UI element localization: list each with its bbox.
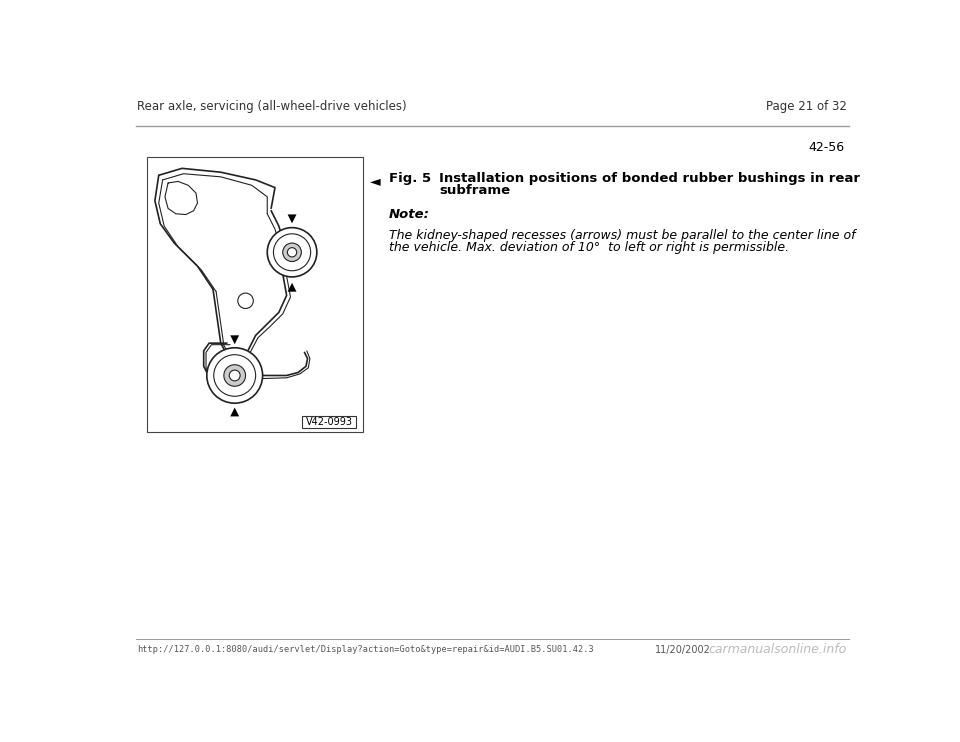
Circle shape xyxy=(229,370,240,381)
FancyBboxPatch shape xyxy=(302,416,356,428)
Circle shape xyxy=(287,248,297,257)
Circle shape xyxy=(238,293,253,309)
Text: carmanualsonline.info: carmanualsonline.info xyxy=(708,643,847,657)
Circle shape xyxy=(206,348,263,403)
Text: Installation positions of bonded rubber bushings in rear: Installation positions of bonded rubber … xyxy=(440,172,860,186)
Text: Fig. 5: Fig. 5 xyxy=(389,172,431,186)
Text: the vehicle. Max. deviation of 10°  to left or right is permissible.: the vehicle. Max. deviation of 10° to le… xyxy=(389,240,789,254)
Circle shape xyxy=(274,234,311,271)
Text: Page 21 of 32: Page 21 of 32 xyxy=(766,100,847,113)
Circle shape xyxy=(283,243,301,261)
Text: http://127.0.0.1:8080/audi/servlet/Display?action=Goto&type=repair&id=AUDI.B5.SU: http://127.0.0.1:8080/audi/servlet/Displ… xyxy=(137,645,594,654)
Text: Rear axle, servicing (all-wheel-drive vehicles): Rear axle, servicing (all-wheel-drive ve… xyxy=(137,100,407,113)
Text: The kidney-shaped recesses (arrows) must be parallel to the center line of: The kidney-shaped recesses (arrows) must… xyxy=(389,229,855,242)
Bar xyxy=(147,157,363,433)
Circle shape xyxy=(214,355,255,396)
Text: ◄: ◄ xyxy=(370,174,380,188)
Text: subframe: subframe xyxy=(440,184,511,197)
Circle shape xyxy=(224,365,246,387)
Text: 42-56: 42-56 xyxy=(808,142,845,154)
Circle shape xyxy=(267,228,317,277)
Text: Note:: Note: xyxy=(389,209,430,221)
Text: 11/20/2002: 11/20/2002 xyxy=(655,645,710,655)
Text: V42-0993: V42-0993 xyxy=(305,417,352,427)
